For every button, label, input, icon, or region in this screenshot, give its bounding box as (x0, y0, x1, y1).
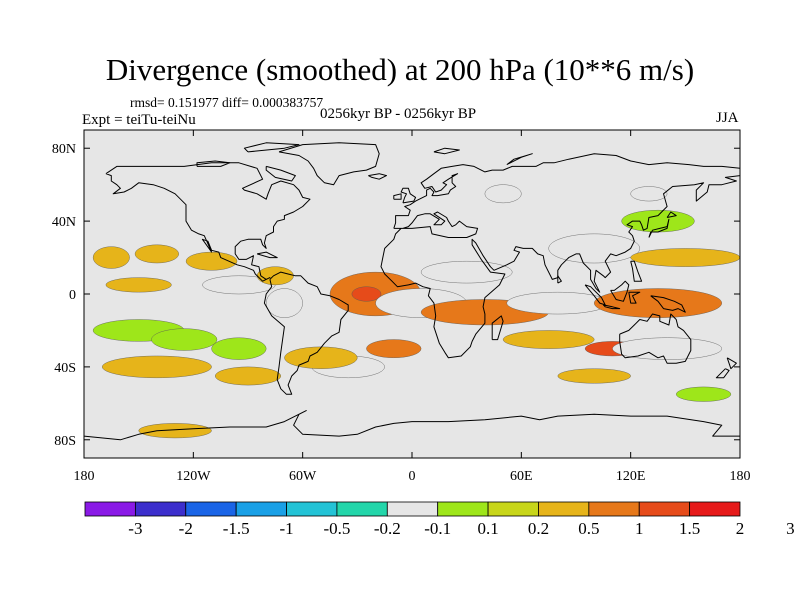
field-africa-conv-n (420, 261, 513, 284)
field-n-pacific-div-1 (92, 246, 130, 269)
colorbar-swatch (588, 501, 640, 517)
colorbar: -3 -2 -1.5 -1 -0.5 -0.2 -0.1 0.1 0.2 0.5 1 1.5 2 3 (84, 501, 795, 538)
coastline-sulawesi (628, 291, 641, 304)
coastline-hokkaido (666, 211, 677, 218)
divergence-field (92, 184, 740, 439)
field-europe-conv (484, 184, 522, 204)
field-s-atlantic-div-2 (366, 339, 422, 358)
colorbar-label: -2 (179, 519, 193, 538)
colorbar-label: -1 (279, 519, 293, 538)
coastline-new-zealand-south (715, 368, 730, 379)
field-indian-div (502, 330, 595, 349)
x-tick-label: 120E (616, 469, 646, 484)
coastline-philippines (630, 260, 643, 282)
colorbar-label: -0.2 (374, 519, 401, 538)
colorbar-swatch (487, 501, 539, 517)
coastline-eurasia-africa (380, 153, 740, 359)
coastline-australia (619, 313, 692, 364)
field-n-pacific-div-2 (134, 244, 179, 264)
colorbar-label: -1.5 (223, 519, 250, 538)
coastline-novaya-zemlya (506, 153, 533, 166)
colorbar-label: 0.1 (477, 519, 498, 538)
coastline-madagascar (491, 315, 504, 341)
colorbar-swatch (437, 501, 489, 517)
chart-title: Divergence (smoothed) at 200 hPa (10**6 … (105, 52, 695, 87)
coastline-new-guinea (650, 295, 686, 313)
colorbar-swatch (84, 501, 136, 517)
colorbar-label: 1 (635, 519, 644, 538)
colorbar-swatch (638, 501, 691, 517)
coastline-japan (648, 218, 670, 238)
x-tick-label: 60E (510, 469, 533, 484)
colorbar-label: 0.5 (578, 519, 599, 538)
coastline-new-zealand-north (726, 357, 737, 370)
coastline-borneo (610, 280, 630, 302)
colorbar-label: -0.5 (323, 519, 350, 538)
colorbar-swatch (185, 501, 237, 517)
colorbar-swatch (235, 501, 287, 517)
field-asia-conv (548, 233, 640, 264)
y-tick-label: 40N (52, 215, 76, 230)
coastline-baffin-island (265, 165, 296, 182)
coastline-south-america (263, 271, 349, 395)
colorbar-swatch (386, 501, 439, 517)
field-south-pacific-conv (151, 328, 218, 351)
y-tick-label: 40S (54, 361, 76, 376)
y-tick-label: 0 (69, 288, 76, 303)
field-e-pacific-conv-2 (266, 288, 303, 318)
period-label: 0256kyr BP - 0256kyr BP (320, 106, 477, 122)
y-tick-label: 80S (54, 434, 76, 449)
rmsd-stats: rmsd= 0.151977 diff= 0.000383757 (130, 95, 324, 110)
coastline-greenland (278, 142, 380, 186)
field-s-atlantic-div (284, 346, 358, 369)
coastline-antarctica (84, 410, 740, 441)
field-antarctic-div (138, 423, 212, 439)
colorbar-label: 2 (736, 519, 745, 538)
field-south-pacific-conv-2 (211, 337, 267, 360)
experiment-label: Expt = teiTu-teiNu (82, 112, 196, 128)
coastline-svalbard (433, 147, 460, 155)
field-caribbean-div (256, 266, 294, 286)
colorbar-label: 0.2 (528, 519, 549, 538)
colorbar-swatch (689, 501, 741, 517)
coastline-victoria-island (196, 160, 231, 167)
x-tick-label: 60W (289, 469, 317, 484)
coastlines (84, 142, 740, 441)
field-s-pacific-div-2 (214, 366, 281, 386)
x-tick-label: 180 (730, 469, 751, 484)
field-s-pacific-div-band (102, 355, 212, 379)
field-w-pacific-conv (612, 337, 722, 360)
colorbar-swatch (538, 501, 590, 517)
season-label: JJA (716, 110, 739, 126)
coastline-ireland (393, 193, 402, 200)
coastline-ellesmere (243, 142, 300, 153)
coastline-cuba (256, 251, 278, 259)
field-n-pacific-div-e (630, 248, 740, 267)
field-arctic-conv (630, 186, 668, 202)
colorbar-swatch (286, 501, 338, 517)
field-central-pacific-div (105, 277, 172, 293)
coastline-north-america (105, 162, 311, 282)
coastline-great-britain (400, 187, 417, 204)
x-tick-label: 0 (409, 469, 416, 484)
x-tick-label: 120W (176, 469, 211, 484)
field-maritime-div (594, 288, 722, 318)
coastline-java (602, 304, 621, 310)
coastline-iceland (368, 173, 387, 180)
colorbar-label: 1.5 (679, 519, 700, 538)
colorbar-label: 3 (786, 519, 795, 538)
field-s-ocean-conv (676, 386, 732, 402)
y-tick-label: 80N (52, 142, 76, 157)
coastline-sri-lanka (557, 275, 562, 284)
field-atlantic-div-max (351, 286, 382, 302)
colorbar-swatch (134, 501, 187, 517)
colorbar-label: -3 (128, 519, 142, 538)
axis-ticks: 180 120W 60W 0 60E 120E 180 80N 40N 0 40S 80S (52, 130, 751, 484)
colorbar-label: -0.1 (424, 519, 451, 538)
colorbar-swatch (336, 501, 388, 517)
field-s-ocean-div (557, 368, 631, 384)
x-tick-label: 180 (74, 469, 95, 484)
